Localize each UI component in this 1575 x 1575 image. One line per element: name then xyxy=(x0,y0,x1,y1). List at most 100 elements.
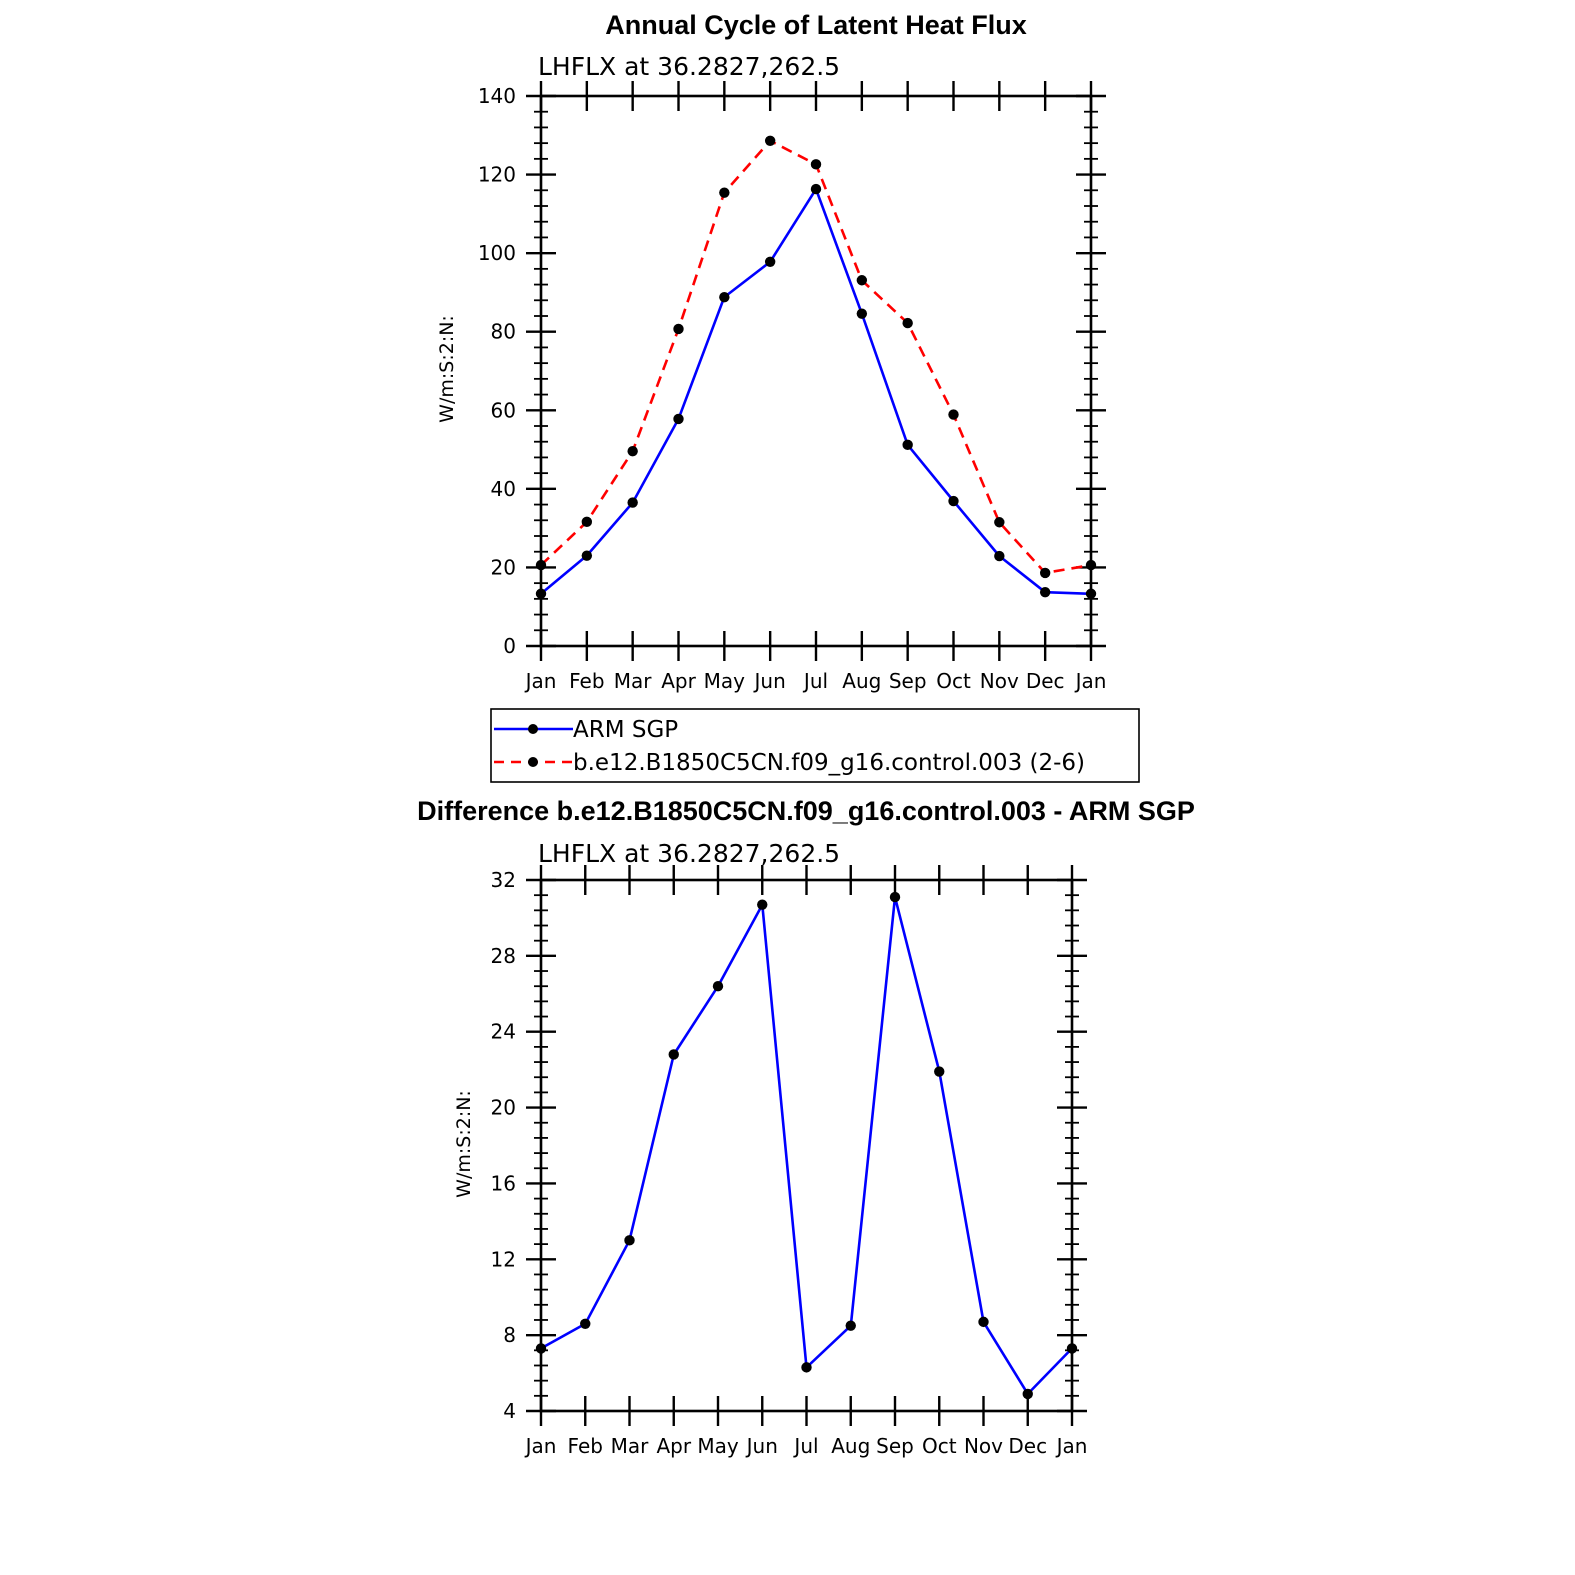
y-tick-label: 60 xyxy=(491,398,516,422)
y-tick-label: 20 xyxy=(491,1096,516,1120)
x-tick-label-apr: Apr xyxy=(656,1434,691,1458)
chart-title: Difference b.e12.B1850C5CN.f09_g16.contr… xyxy=(417,796,1195,826)
data-point-1-jul-6 xyxy=(810,159,822,170)
data-point-0-sep-8 xyxy=(902,439,913,451)
y-tick-label: 20 xyxy=(491,555,516,579)
y-tick-label: 4 xyxy=(503,1399,516,1423)
annual-cycle-chart: Annual Cycle of Latent Heat Flux LHFLX a… xyxy=(436,10,1106,693)
axes: 4 8 12 16 20 24 28 32 Jan Feb Mar Apr May Jun Jul Aug Se… xyxy=(491,865,1088,1458)
data-point-0-nov-10 xyxy=(978,1316,989,1328)
chart-subtitle: LHFLX at 36.2827,262.5 xyxy=(538,52,840,81)
y-tick-label: 12 xyxy=(491,1247,516,1271)
data-point-0-mar-2 xyxy=(627,497,638,508)
data-point-0-aug-7 xyxy=(856,308,868,319)
x-tick-label-aug: Aug xyxy=(831,1434,870,1458)
data-point-0-jul-6 xyxy=(810,183,822,195)
data-point-0-jan-0 xyxy=(535,588,547,599)
data-point-0-apr-3 xyxy=(668,1049,679,1060)
y-tick-label: 120 xyxy=(478,163,516,187)
data-point-1-may-4 xyxy=(719,187,730,198)
data-point-0-jul-6 xyxy=(801,1362,812,1373)
x-tick-label-jan: Jan xyxy=(1055,1434,1088,1458)
data-point-0-aug-7 xyxy=(845,1320,856,1331)
x-tick-label-oct: Oct xyxy=(936,669,971,693)
y-tick-label: 40 xyxy=(491,477,516,501)
legend-marker-model xyxy=(528,757,538,767)
x-tick-label-nov: Nov xyxy=(980,669,1019,693)
x-tick-label-sep: Sep xyxy=(889,669,927,693)
data-point-0-feb-1 xyxy=(581,550,593,561)
data-point-1-oct-9 xyxy=(948,409,959,420)
series-line-1 xyxy=(540,139,1092,575)
data-point-0-feb-1 xyxy=(580,1318,591,1329)
x-tick-label-dec: Dec xyxy=(1026,669,1065,693)
data-point-0-sep-8 xyxy=(889,891,901,903)
y-tick-label: 16 xyxy=(491,1171,516,1195)
y-tick-label: 28 xyxy=(491,944,516,968)
data-point-1-aug-7 xyxy=(856,275,868,286)
x-tick-label-jun: Jun xyxy=(753,669,786,693)
data-point-0-dec-11 xyxy=(1039,586,1051,598)
x-tick-label-jul: Jul xyxy=(792,1434,818,1458)
x-tick-label-jul: Jul xyxy=(802,669,828,693)
data-point-0-jun-5 xyxy=(757,899,768,910)
y-axis-label: W/m:S:2:N: xyxy=(453,1090,475,1198)
data-point-0-nov-10 xyxy=(994,550,1005,562)
plot-area xyxy=(535,135,1097,599)
x-tick-label-dec: Dec xyxy=(1008,1434,1047,1458)
y-tick-label: 8 xyxy=(503,1323,516,1347)
x-tick-label-aug: Aug xyxy=(842,669,881,693)
x-tick-label-feb: Feb xyxy=(568,1434,603,1458)
difference-chart: Difference b.e12.B1850C5CN.f09_g16.contr… xyxy=(417,796,1195,1458)
data-point-1-apr-3 xyxy=(673,323,684,335)
data-point-0-apr-3 xyxy=(673,413,684,425)
data-point-0-jan-0 xyxy=(535,1343,547,1354)
legend-label-model: b.e12.B1850C5CN.f09_g16.control.003 (2-6… xyxy=(573,750,1085,776)
x-tick-label-may: May xyxy=(704,669,746,693)
x-tick-label-apr: Apr xyxy=(661,669,696,693)
data-point-1-jun-5 xyxy=(764,135,776,146)
x-tick-label-feb: Feb xyxy=(569,669,604,693)
x-tick-label-jan: Jan xyxy=(524,669,557,693)
data-point-0-oct-9 xyxy=(948,495,959,507)
legend: ARM SGP b.e12.B1850C5CN.f09_g16.control.… xyxy=(490,708,1140,783)
chart-subtitle: LHFLX at 36.2827,262.5 xyxy=(538,839,840,868)
y-tick-label: 32 xyxy=(491,868,516,892)
data-point-0-jun-5 xyxy=(764,256,776,267)
x-tick-label-mar: Mar xyxy=(614,669,653,693)
data-point-0-jan-12 xyxy=(1085,588,1097,599)
x-tick-label-sep: Sep xyxy=(876,1434,914,1458)
data-point-1-feb-1 xyxy=(581,516,593,528)
data-point-1-dec-11 xyxy=(1039,567,1051,579)
data-point-0-may-4 xyxy=(712,981,724,992)
data-point-1-sep-8 xyxy=(902,317,913,329)
data-point-0-may-4 xyxy=(719,291,730,303)
series-line-0 xyxy=(540,895,1073,1396)
x-tick-label-jan: Jan xyxy=(524,1434,557,1458)
data-point-1-mar-2 xyxy=(627,445,638,457)
legend-box xyxy=(490,708,1140,783)
data-point-1-nov-10 xyxy=(994,517,1005,528)
legend-label-arm-sgp: ARM SGP xyxy=(573,717,678,743)
x-tick-label-oct: Oct xyxy=(922,1434,957,1458)
x-tick-label-may: May xyxy=(697,1434,739,1458)
y-tick-label: 0 xyxy=(503,634,516,658)
chart-title: Annual Cycle of Latent Heat Flux xyxy=(605,10,1027,40)
x-tick-label-nov: Nov xyxy=(964,1434,1003,1458)
y-tick-label: 24 xyxy=(491,1020,516,1044)
plot-frame xyxy=(539,878,1074,1413)
data-point-0-mar-2 xyxy=(624,1235,635,1246)
data-point-0-oct-9 xyxy=(934,1066,945,1077)
y-tick-label: 140 xyxy=(478,84,516,108)
x-tick-label-jun: Jun xyxy=(745,1434,778,1458)
data-point-0-dec-11 xyxy=(1022,1388,1033,1400)
data-point-1-jan-0 xyxy=(535,559,547,571)
data-point-0-jan-12 xyxy=(1066,1343,1078,1354)
legend-marker-arm-sgp xyxy=(528,724,538,734)
x-tick-label-mar: Mar xyxy=(611,1434,650,1458)
axes: 0 20 40 60 80 100 120 140 Jan Feb Mar Apr May Jun Jul A… xyxy=(478,81,1107,693)
y-axis-label: W/m:S:2:N: xyxy=(436,315,458,423)
data-point-1-jan-12 xyxy=(1085,559,1097,571)
x-tick-label-jan: Jan xyxy=(1074,669,1107,693)
